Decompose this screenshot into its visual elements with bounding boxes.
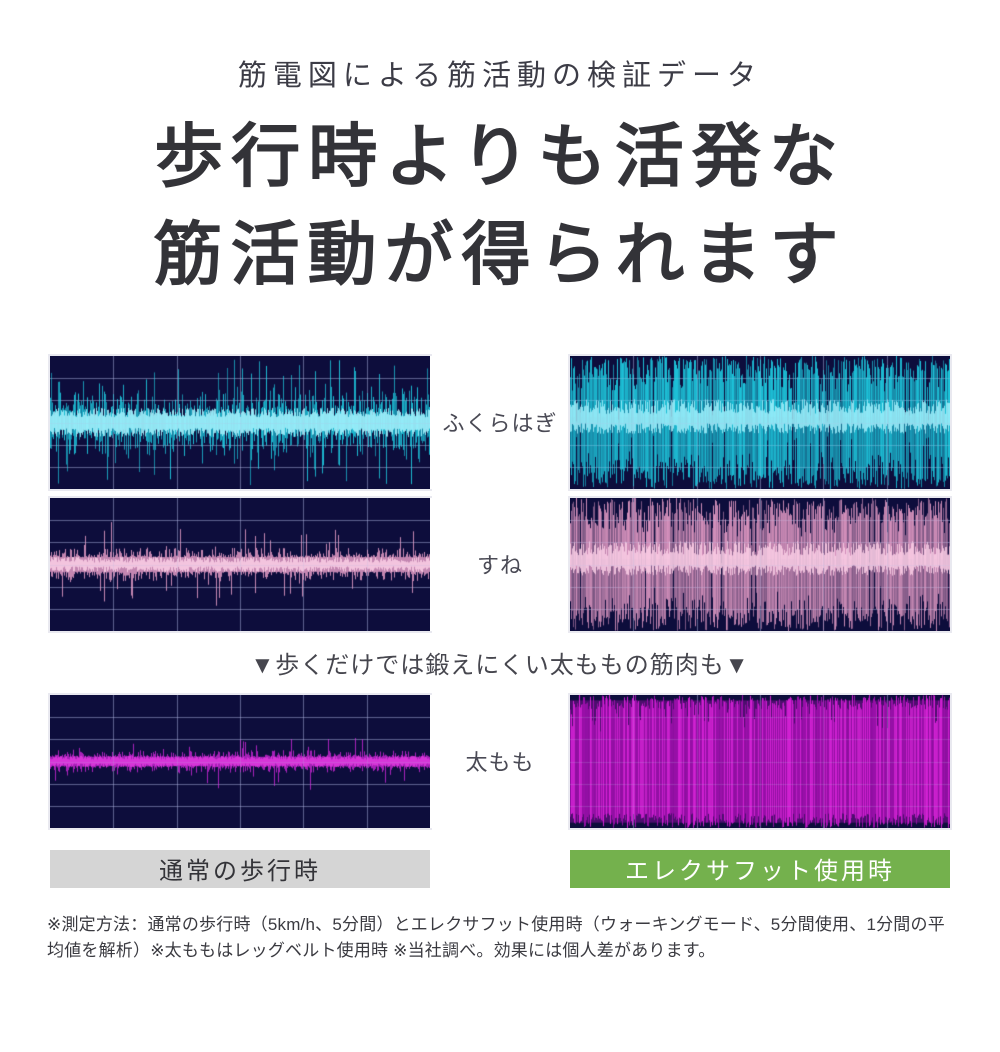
title-line-2: 筋活動が得られます <box>153 215 847 293</box>
emg-chart-thigh-device <box>568 692 952 830</box>
subtitle: 筋電図による筋活動の検証データ <box>237 60 763 92</box>
caption-device-use: エレクサフット使用時 <box>570 849 950 888</box>
caption-spacer <box>430 837 570 888</box>
emg-chart-calf-device <box>568 353 952 491</box>
muscle-label-calf: ふくらはぎ <box>430 355 570 489</box>
muscle-label-shin: すね <box>430 497 570 631</box>
divider-note: ▼歩くだけでは鍛えにくい太ももの筋肉も▼ <box>250 652 750 680</box>
emg-chart-shin-walking <box>48 495 432 633</box>
emg-comparison-grid: ふくらはぎ すね ▼歩くだけでは鍛えにくい太ももの筋肉も▼ 太もも 通常の歩行時… <box>48 353 952 888</box>
ad-page: 筋電図による筋活動の検証データ 歩行時よりも活発な 筋活動が得られます ふくらは… <box>0 52 1000 1052</box>
caption-normal-walking: 通常の歩行時 <box>50 849 430 888</box>
muscle-label-thigh: 太もも <box>430 694 570 828</box>
emg-chart-calf-walking <box>48 353 432 491</box>
emg-chart-shin-device <box>568 495 952 633</box>
title-line-1: 歩行時よりも活発な <box>154 118 846 195</box>
page-title: 歩行時よりも活発な 筋活動が得られます <box>0 108 1000 304</box>
footnote: ※測定方法：通常の歩行時（5km/h、5分間）とエレクサフット使用時（ウォーキン… <box>47 914 945 961</box>
emg-chart-thigh-walking <box>48 692 432 830</box>
